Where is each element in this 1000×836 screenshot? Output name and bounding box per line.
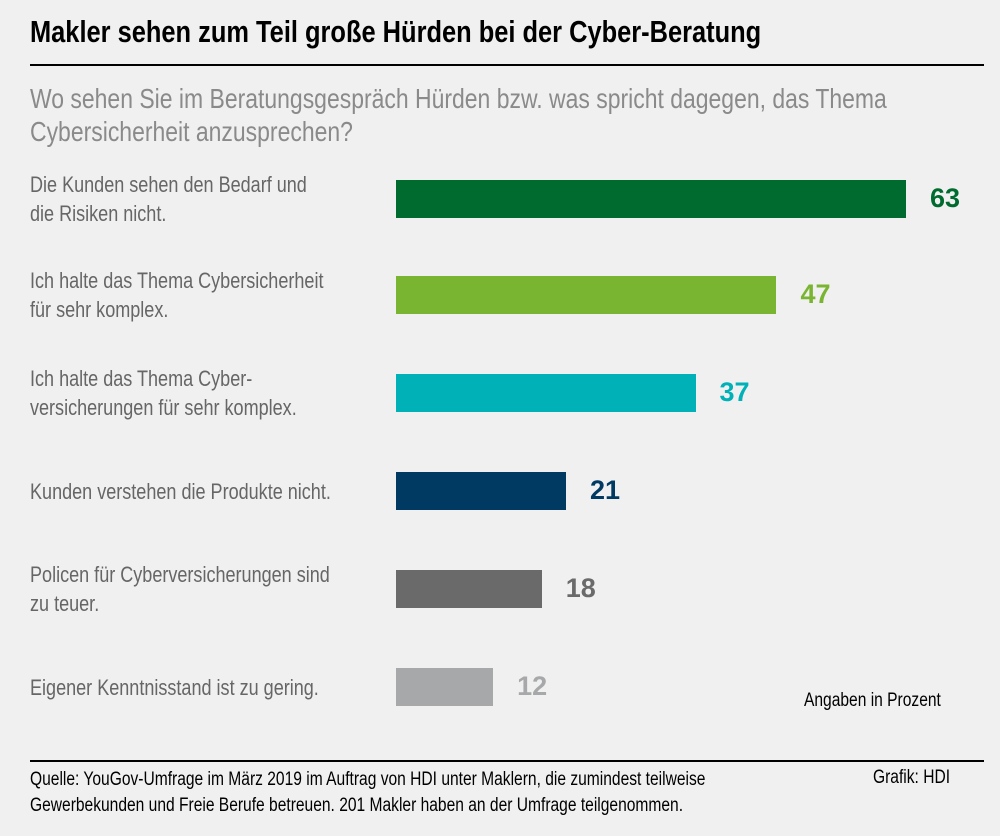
- value-label: 47: [800, 279, 831, 309]
- category-label: Ich halte das Thema Cyber-versicherungen…: [30, 366, 297, 420]
- bar: [396, 276, 777, 314]
- value-label: 63: [930, 183, 961, 213]
- bar: [396, 374, 696, 412]
- footer-rule: [30, 760, 984, 762]
- value-label: 12: [517, 671, 548, 701]
- title-rule: [30, 64, 984, 66]
- unit-note: Angaben in Prozent: [804, 690, 941, 711]
- bar: [396, 472, 566, 510]
- value-label: 21: [590, 475, 621, 505]
- graphic-credit: Grafik: HDI: [873, 767, 951, 788]
- bar: [396, 180, 906, 218]
- bar: [396, 570, 542, 608]
- chart-subtitle: Wo sehen Sie im Beratungsgespräch Hürden…: [30, 83, 887, 147]
- category-label: Kunden verstehen die Produkte nicht.: [30, 478, 331, 504]
- chart-title: Makler sehen zum Teil große Hürden bei d…: [30, 14, 762, 49]
- category-label: Eigener Kenntnisstand ist zu gering.: [30, 674, 319, 700]
- bar: [396, 668, 494, 706]
- category-label: Die Kunden sehen den Bedarf und die Risik…: [30, 172, 307, 226]
- value-label: 37: [719, 377, 750, 407]
- source-note: Quelle: YouGov-Umfrage im März 2019 im A…: [30, 769, 706, 816]
- value-label: 18: [565, 573, 596, 603]
- category-label: Ich halte das Thema Cybersicherheit für s…: [30, 268, 324, 322]
- category-label: Policen für Cyberversicherungen sind zu t…: [30, 562, 330, 616]
